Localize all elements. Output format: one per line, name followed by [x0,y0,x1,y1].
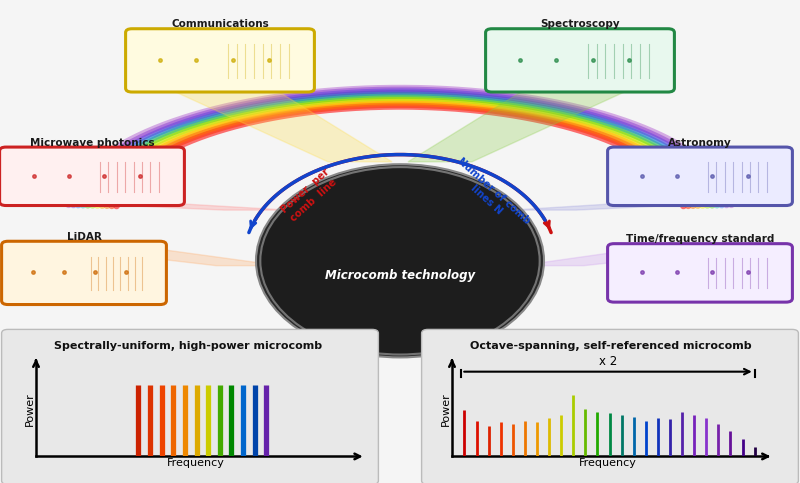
FancyBboxPatch shape [618,155,782,197]
FancyBboxPatch shape [2,242,166,304]
Text: Microcomb technology: Microcomb technology [325,269,475,282]
Text: Communications: Communications [171,19,269,29]
Polygon shape [38,245,280,266]
FancyBboxPatch shape [618,251,782,294]
Y-axis label: Power: Power [441,393,450,426]
FancyBboxPatch shape [496,36,664,84]
Text: Power  per
comb  line: Power per comb line [280,167,339,224]
FancyBboxPatch shape [608,243,792,302]
Text: Microwave photonics: Microwave photonics [30,138,154,147]
Polygon shape [512,201,752,210]
Text: Spectroscopy: Spectroscopy [540,19,620,29]
Ellipse shape [256,164,544,357]
X-axis label: Frequency: Frequency [579,458,637,468]
FancyBboxPatch shape [0,147,184,206]
FancyBboxPatch shape [136,36,304,84]
FancyBboxPatch shape [10,155,174,197]
Text: LiDAR: LiDAR [66,232,102,242]
Text: Number of comb
lines N: Number of comb lines N [448,156,533,235]
FancyBboxPatch shape [608,147,792,206]
Text: Octave-spanning, self-referenced microcomb: Octave-spanning, self-referenced microco… [470,341,751,351]
FancyBboxPatch shape [126,28,314,92]
Polygon shape [408,88,633,162]
FancyBboxPatch shape [422,329,798,483]
Polygon shape [41,201,288,210]
Polygon shape [167,88,392,162]
Polygon shape [520,247,752,266]
FancyBboxPatch shape [12,248,156,296]
Text: x 2: x 2 [599,355,617,368]
FancyBboxPatch shape [486,28,674,92]
Y-axis label: Power: Power [25,393,34,426]
Ellipse shape [260,167,540,355]
X-axis label: Frequency: Frequency [167,458,225,468]
Text: Astronomy: Astronomy [668,138,732,147]
FancyBboxPatch shape [2,329,378,483]
Text: Spectrally-uniform, high-power microcomb: Spectrally-uniform, high-power microcomb [54,341,322,351]
Text: Time/frequency standard: Time/frequency standard [626,234,774,244]
